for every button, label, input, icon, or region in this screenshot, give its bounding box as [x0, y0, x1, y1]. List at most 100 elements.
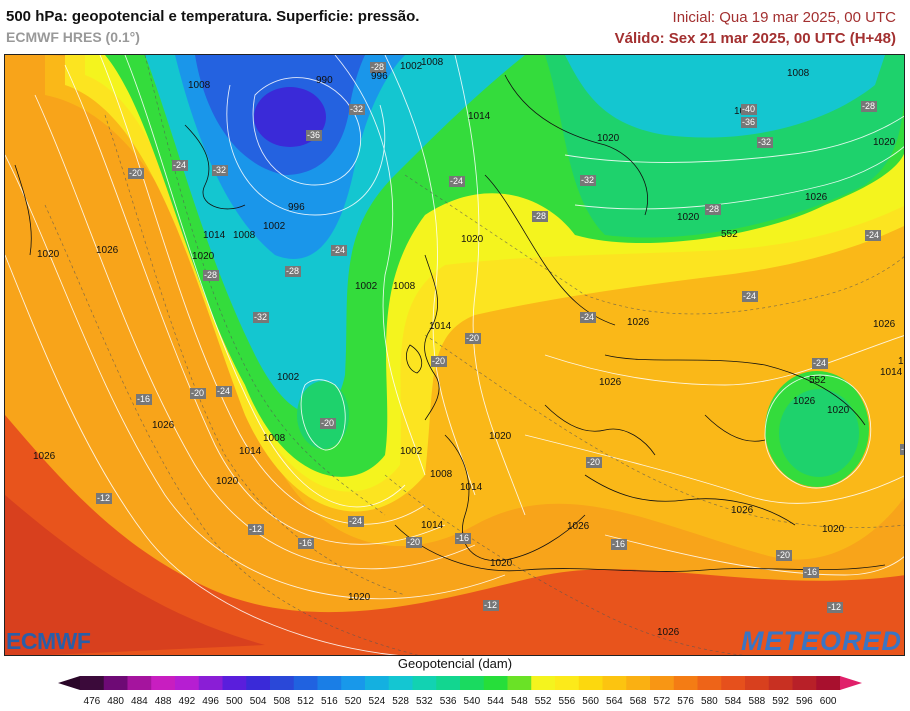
temperature-label-bg	[406, 537, 422, 548]
temperature-label-bg	[128, 168, 144, 179]
temperature-label-bg	[172, 160, 188, 171]
pressure-label: 1026	[567, 521, 590, 532]
temperature-label-bg	[203, 270, 219, 281]
legend-swatch	[650, 676, 675, 690]
legend-tick-label: 520	[345, 696, 362, 706]
legend-swatch	[816, 676, 841, 690]
temperature-label-bg	[96, 493, 112, 504]
legend-tick-label: 576	[677, 696, 694, 706]
legend-tick-label: 572	[654, 696, 671, 706]
legend-swatch	[460, 676, 485, 690]
temperature-label-bg	[349, 104, 365, 115]
weather-map[interactable]: 1008 1002 1008 1014 996 1002 1014 1008 1020 1020 1…	[4, 54, 905, 656]
legend-swatch	[317, 676, 342, 690]
temperature-label-bg	[320, 418, 336, 429]
pressure-label: 1020	[461, 234, 484, 245]
legend-title: Geopotencial (dam)	[397, 656, 513, 671]
legend-tick-label: 596	[796, 696, 813, 706]
map-title: 500 hPa: geopotencial e temperatura. Sup…	[6, 8, 420, 25]
legend-swatch	[80, 676, 105, 690]
legend-tick-label: 568	[630, 696, 647, 706]
pressure-label: 1020	[490, 558, 513, 569]
temperature-label-group: -32	[349, 104, 365, 115]
pressure-label: 1026	[805, 192, 828, 203]
temperature-label: -36	[742, 117, 755, 127]
legend-swatch	[483, 676, 508, 690]
temperature-label: -32	[581, 175, 594, 185]
legend-tick-label: 500	[226, 696, 243, 706]
temperature-label: -32	[213, 165, 226, 175]
temperature-label-group: -32	[212, 165, 228, 176]
temperature-label-group: -24	[331, 245, 347, 256]
legend-swatch	[365, 676, 390, 690]
pressure-label: 1026	[33, 451, 56, 462]
temperature-label-bg	[431, 356, 447, 367]
legend-tick-label: 600	[820, 696, 837, 706]
temperature-label-group: -12	[827, 602, 843, 613]
temperature-label-bg	[776, 550, 792, 561]
legend-swatch	[246, 676, 271, 690]
legend-tick-label: 548	[511, 696, 528, 706]
temperature-label: -24	[173, 160, 186, 170]
header-left: 500 hPa: geopotencial e temperatura. Sup…	[6, 8, 419, 45]
temperature-label-group: -20	[586, 457, 602, 468]
isotherms	[44, 55, 904, 655]
legend-tick-label: 484	[131, 696, 148, 706]
temperature-label-bg	[812, 358, 828, 369]
legend-tick-label: 544	[487, 696, 504, 706]
temperature-label-bg	[803, 567, 819, 578]
pressure-label: 1020	[37, 249, 60, 260]
pressure-label: 1020	[827, 405, 850, 416]
legend-tick-label: 516	[321, 696, 338, 706]
temperature-label: -24	[581, 312, 594, 322]
temperature-label-bg	[212, 165, 228, 176]
field-south-2	[5, 495, 265, 655]
pressure-label: 1002	[263, 221, 286, 232]
temperature-label-bg	[455, 533, 471, 544]
temperature-label: -16	[804, 567, 817, 577]
pressure-label: 1026	[599, 377, 622, 388]
pressure-label: 1002	[277, 372, 300, 383]
legend-swatch	[175, 676, 200, 690]
legend-tick-label: 588	[749, 696, 766, 706]
field-cutoff-low	[297, 381, 349, 449]
temperature-label-group: -32	[757, 137, 773, 148]
legend-swatch	[555, 676, 580, 690]
legend-end-right	[840, 676, 862, 690]
legend-tick-label: 504	[250, 696, 267, 706]
pressure-label: 1020	[873, 137, 896, 148]
legend-swatch	[103, 676, 128, 690]
temperature-label-group: -24	[449, 176, 465, 187]
legend-tick-label: 476	[84, 696, 101, 706]
temperature-label-group: -16	[803, 567, 819, 578]
pressure-label: 1014	[468, 111, 491, 122]
temperature-label: -20	[129, 168, 142, 178]
temperature-label: -20	[432, 356, 445, 366]
pressure-label: 1008	[263, 433, 286, 444]
temperature-label-group: -20	[465, 333, 481, 344]
contour-label: 990	[316, 75, 333, 86]
temperature-label-bg	[900, 444, 904, 455]
pressure-label: 1008	[188, 80, 211, 91]
temperature-label: -36	[307, 130, 320, 140]
init-time: Inicial: Qua 19 mar 2025, 00 UTC	[672, 9, 896, 26]
temperature-label-bg	[580, 312, 596, 323]
legend-swatch	[602, 676, 627, 690]
legend-tick-label: 512	[297, 696, 314, 706]
legend-swatch	[270, 676, 295, 690]
legend-tick-label: 496	[202, 696, 219, 706]
temperature-label-group: -24	[580, 312, 596, 323]
ecmwf-logo: ECMWF	[6, 628, 91, 654]
contour-label: 552	[721, 229, 738, 240]
temperature-label-bg	[465, 333, 481, 344]
temperature-label: -20	[407, 537, 420, 547]
temperature-label-group: -12	[96, 493, 112, 504]
temperature-label: -28	[204, 270, 217, 280]
temperature-label-bg	[253, 312, 269, 323]
temperature-label-bg	[865, 230, 881, 241]
temperature-label-bg	[705, 204, 721, 215]
temperature-label-group: -24	[865, 230, 881, 241]
temperature-label-group: -20	[190, 388, 206, 399]
